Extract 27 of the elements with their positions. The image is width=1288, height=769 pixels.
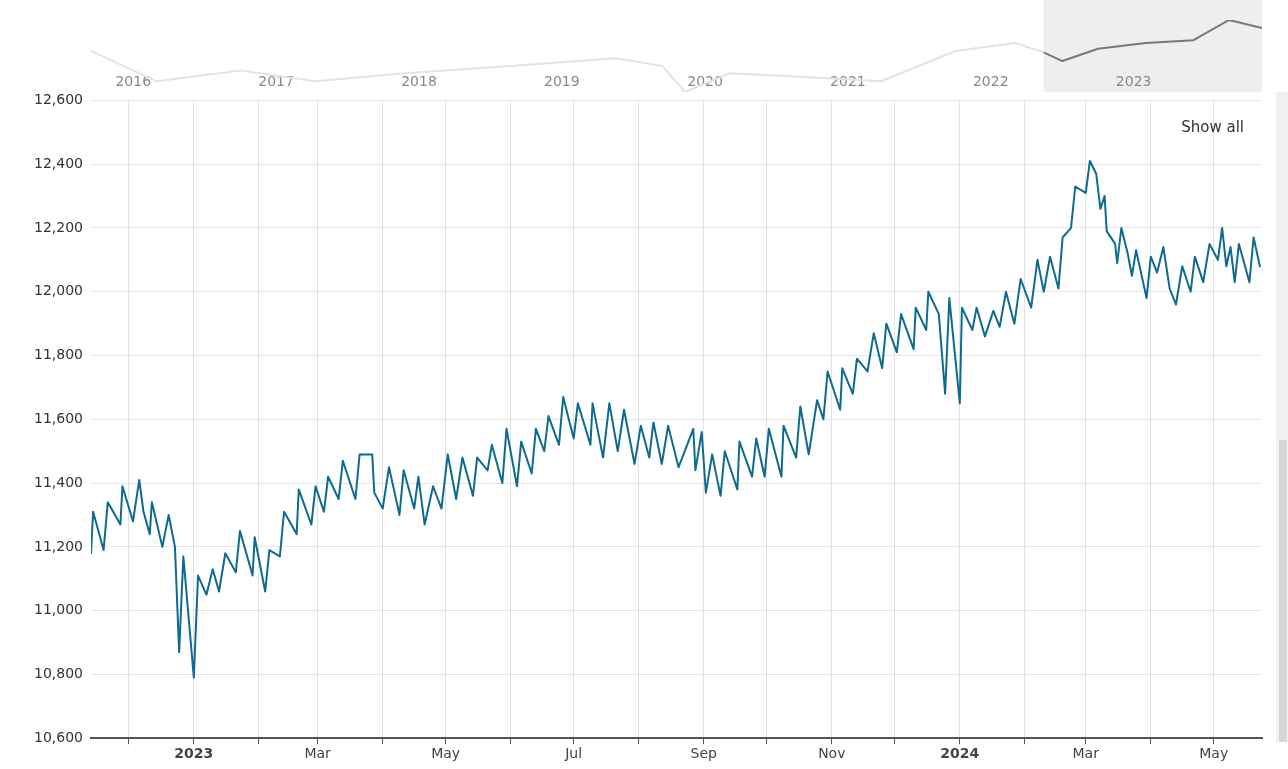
y-tick-label: 12,000 [34,282,83,299]
y-tick-label: 11,400 [34,473,83,490]
x-tick-label: Jul [564,745,583,762]
annotation: Show all [1181,118,1244,137]
x-tick-label: Sep [690,745,718,762]
y-tick-label: 12,600 [34,91,83,108]
y-tick-label: 12,400 [34,154,83,171]
x-tick-label: 2018 [401,73,437,90]
x-tick-label: 2024 [940,745,980,762]
x-tick-label: Mar [304,745,332,762]
x-tick-label: 2023 [174,745,214,762]
y-tick-label: 11,600 [34,409,83,426]
y-tick-label: 11,800 [34,346,83,363]
x-tick-label: 2019 [544,73,580,90]
x-tick-label: 2017 [258,73,294,90]
x-tick-label: 2016 [115,73,152,90]
y-tick-label: 10,600 [34,728,83,745]
x-tick-label: 2023 [1115,73,1152,90]
x-tick-label: Nov [818,745,846,762]
x-tick-label: Mar [1072,745,1100,762]
x-tick-label: May [1199,745,1229,762]
y-tick-label: 11,200 [34,537,83,554]
y-tick-label: 10,800 [34,665,83,682]
y-tick-label: 12,200 [34,218,83,235]
x-tick-label: 2022 [972,73,1009,90]
y-tick-label: 11,000 [34,601,83,618]
x-tick-label: May [431,745,461,762]
